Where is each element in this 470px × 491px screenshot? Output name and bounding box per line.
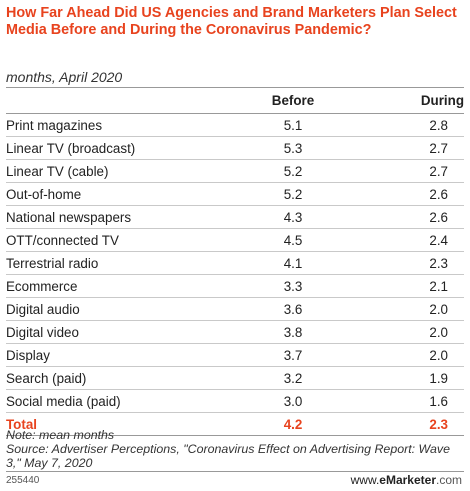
before-value: 3.8 [228,320,358,344]
during-value: 2.0 [358,320,464,344]
during-value: 2.1 [358,274,464,298]
during-value: 2.7 [358,136,464,160]
footer-divider [6,471,464,472]
before-value: 3.3 [228,274,358,298]
table-row: Digital video 3.8 2.0 [6,320,464,344]
header-row: Before During [6,88,464,114]
table-body: Print magazines 5.1 2.8 Linear TV (broadcas… [6,113,464,436]
row-label: Ecommerce [6,274,228,298]
top-divider [6,87,464,88]
table-row: Social media (paid) 3.0 1.6 [6,389,464,413]
data-table: Before During Print magazines 5.1 2.8 Linea… [6,88,464,436]
during-value: 2.4 [358,228,464,252]
brand-prefix: www. [350,473,380,487]
table-row: Print magazines 5.1 2.8 [6,113,464,137]
row-label: Display [6,343,228,367]
row-label: OTT/connected TV [6,228,228,252]
before-value: 5.2 [228,159,358,183]
during-value: 2.3 [358,251,464,275]
table-row: Terrestrial radio 4.1 2.3 [6,251,464,275]
brand-suffix: .com [435,473,462,487]
during-value: 1.6 [358,389,464,413]
during-value: 2.6 [358,205,464,229]
during-value: 2.0 [358,297,464,321]
row-label: Search (paid) [6,366,228,390]
table-row: Out-of-home 5.2 2.6 [6,182,464,206]
before-value: 5.3 [228,136,358,160]
during-value: 2.3 [358,412,464,436]
header-before: Before [271,93,315,108]
during-value: 2.6 [358,182,464,206]
source-text: Source: Advertiser Perceptions, "Coronav… [6,442,451,470]
note-text: Note: mean months [6,428,115,442]
during-value: 1.9 [358,366,464,390]
during-value: 2.8 [358,113,464,137]
table-row: Display 3.7 2.0 [6,343,464,367]
row-label: Out-of-home [6,182,228,206]
before-value: 4.2 [228,412,358,436]
row-label: Digital audio [6,297,228,321]
table-row: National newspapers 4.3 2.6 [6,205,464,229]
row-label: Linear TV (cable) [6,159,228,183]
before-value: 3.6 [228,297,358,321]
row-label: National newspapers [6,205,228,229]
chart-subtitle: months, April 2020 [6,69,123,85]
before-value: 5.1 [228,113,358,137]
before-value: 4.1 [228,251,358,275]
note-block: Note: mean months Source: Advertiser Per… [6,428,464,470]
row-label: Linear TV (broadcast) [6,136,228,160]
chart-id: 255440 [6,475,40,486]
table-row: Search (paid) 3.2 1.9 [6,366,464,390]
table-row: Linear TV (cable) 5.2 2.7 [6,159,464,183]
during-value: 2.0 [358,343,464,367]
during-value: 2.7 [358,159,464,183]
table-row: OTT/connected TV 4.5 2.4 [6,228,464,252]
header-label [6,88,228,114]
before-value: 3.2 [228,366,358,390]
before-value: 5.2 [228,182,358,206]
before-value: 4.3 [228,205,358,229]
row-label: Social media (paid) [6,389,228,413]
before-value: 4.5 [228,228,358,252]
table-row: Ecommerce 3.3 2.1 [6,274,464,298]
table-row: Digital audio 3.6 2.0 [6,297,464,321]
row-label: Digital video [6,320,228,344]
before-value: 3.7 [228,343,358,367]
brand-logo: www.eMarketer.com [351,473,462,487]
before-value: 3.0 [228,389,358,413]
header-during: During [420,93,464,108]
chart-title: How Far Ahead Did US Agencies and Brand … [6,5,457,38]
row-label: Print magazines [6,113,228,137]
brand-name: eMarketer [379,473,436,487]
table-row: Linear TV (broadcast) 5.3 2.7 [6,136,464,160]
total-row: Total 4.2 2.3 [6,412,464,436]
row-label: Total [6,412,228,436]
row-label: Terrestrial radio [6,251,228,275]
